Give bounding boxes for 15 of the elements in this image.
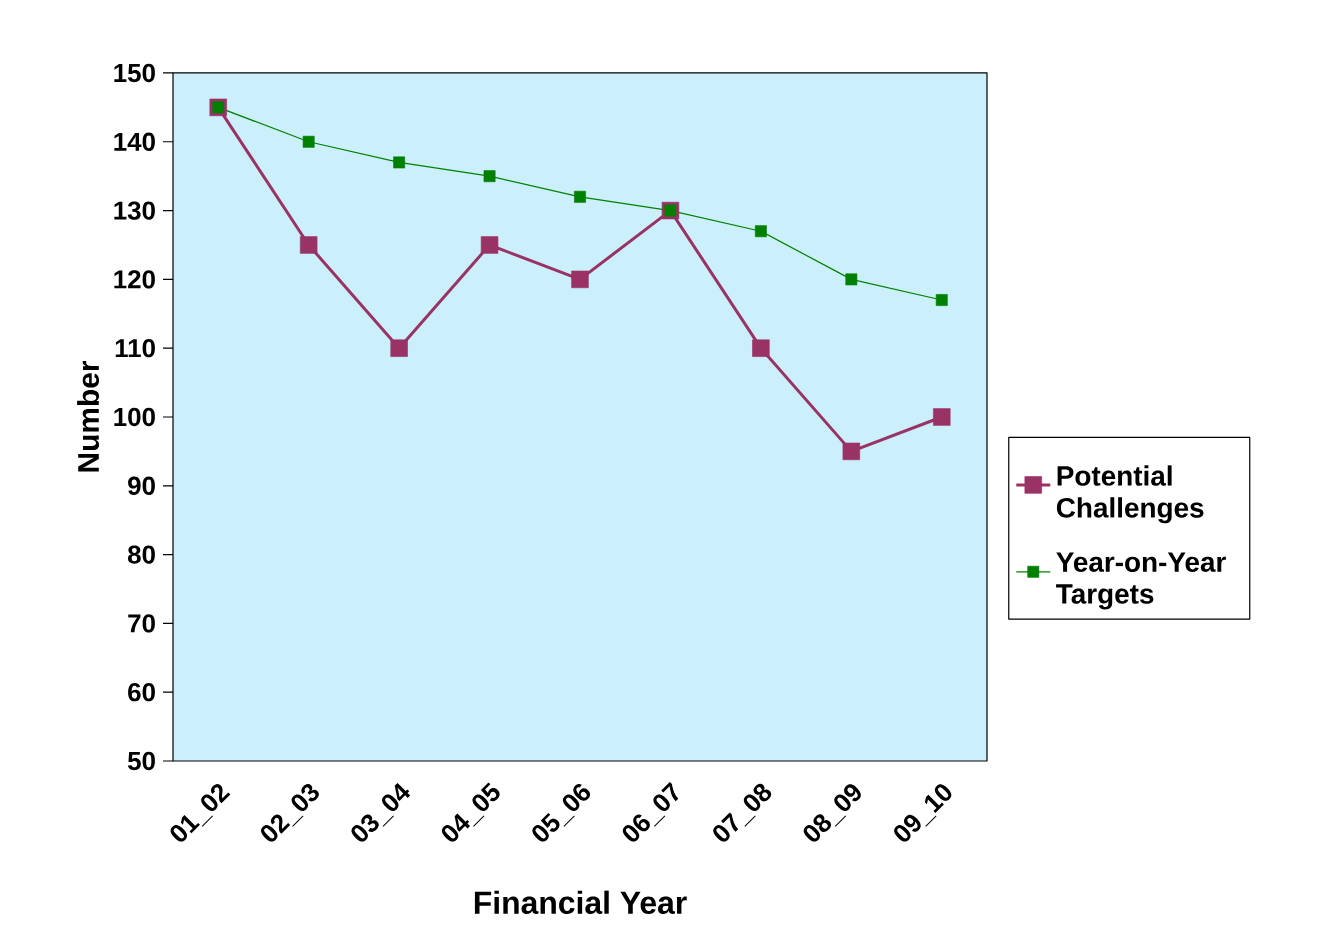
y-tick-label: 90: [128, 476, 155, 495]
y-tick-label: 140: [114, 132, 155, 151]
legend-label: Year-on-Year Targets: [1056, 552, 1226, 610]
y-tick-label: 130: [114, 201, 155, 220]
y-tick-label: 120: [114, 270, 155, 289]
legend-label: Potential Challenges: [1056, 465, 1204, 524]
y-axis-title: Number: [77, 360, 100, 472]
y-tick-label: 80: [127, 545, 155, 564]
y-tick-label: 100: [114, 407, 155, 427]
x-axis-title: Financial Year: [474, 890, 687, 915]
y-tick-label: 60: [128, 683, 155, 702]
y-tick-label: 150: [114, 63, 155, 83]
y-tick-label: 50: [127, 751, 155, 771]
y-tick-label: 70: [128, 614, 155, 633]
y-tick-label: 110: [115, 339, 155, 358]
